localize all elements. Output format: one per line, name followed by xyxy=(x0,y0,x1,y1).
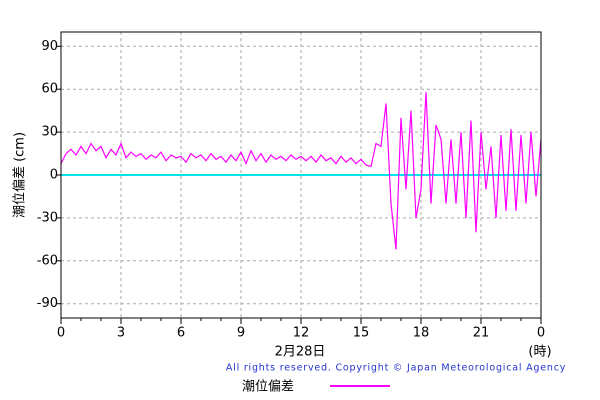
x-tick-label: 0 xyxy=(537,326,545,341)
x-tick-label: 3 xyxy=(117,326,125,341)
y-tick-label: 30 xyxy=(41,125,58,140)
copyright: All rights reserved. Copyright © Japan M… xyxy=(226,363,566,374)
x-tick-label: 6 xyxy=(177,326,185,341)
y-tick-label: -60 xyxy=(37,253,58,268)
x-tick-label: 9 xyxy=(237,326,245,341)
x-tick-label: 18 xyxy=(413,326,430,341)
y-tick-label: 90 xyxy=(41,39,58,54)
x-axis-label: 2月28日 xyxy=(275,345,326,360)
x-tick-label: 21 xyxy=(473,326,490,341)
y-tick-label: -30 xyxy=(37,210,58,225)
legend-label: 潮位偏差 xyxy=(242,380,294,395)
y-tick-label: -90 xyxy=(37,296,58,311)
y-tick-label: 60 xyxy=(41,82,58,97)
x-tick-label: 12 xyxy=(293,326,310,341)
plot-frame xyxy=(60,31,542,319)
x-tick-label: 15 xyxy=(353,326,370,341)
series-line xyxy=(60,92,542,250)
x-unit: (時) xyxy=(528,345,551,360)
y-tick-label: 0 xyxy=(50,168,58,183)
x-tick-label: 0 xyxy=(57,326,65,341)
y-axis-label: 潮位偏差 (cm) xyxy=(13,132,28,218)
